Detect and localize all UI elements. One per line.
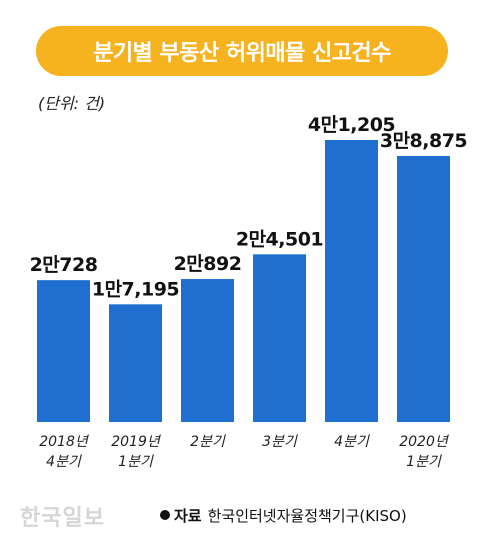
bar-3 xyxy=(253,254,306,422)
source-key: 자료 xyxy=(174,507,202,525)
data-label-5: 3만8,875 xyxy=(380,130,467,152)
bullet-icon xyxy=(160,510,170,520)
chart-title: 분기별 부동산 허위매물 신고건수 xyxy=(36,26,448,76)
category-label-5-1: 1분기 xyxy=(406,454,442,470)
data-label-2: 2만892 xyxy=(174,253,242,275)
newspaper-watermark: 한국일보 xyxy=(20,506,105,531)
source-text: 한국인터넷자율정책기구(KISO) xyxy=(207,507,407,525)
bar-4 xyxy=(325,140,378,422)
data-label-0: 2만728 xyxy=(30,254,98,276)
bar-2 xyxy=(181,279,234,422)
category-label-1-0: 2019년 xyxy=(111,434,161,450)
category-label-2-0: 2분기 xyxy=(190,434,226,450)
category-label-0-0: 2018년 xyxy=(39,434,89,450)
category-label-5-0: 2020년 xyxy=(399,434,449,450)
source-note: 자료 한국인터넷자율정책기구(KISO) xyxy=(160,505,407,526)
data-label-1: 1만7,195 xyxy=(92,278,179,300)
bar-1 xyxy=(109,304,162,422)
unit-note: (단위: 건) xyxy=(38,94,106,113)
category-label-0-1: 4분기 xyxy=(46,454,82,470)
data-label-3: 2만4,501 xyxy=(236,228,323,250)
bar-0 xyxy=(37,280,90,422)
bar-5 xyxy=(397,155,450,423)
data-label-4: 4만1,205 xyxy=(308,114,395,136)
bar-chart: 2만728 2018년 4분기 1만7,195 2019년 1분기 2만892 2분기 2만4,… xyxy=(30,114,468,470)
category-label-4-0: 4분기 xyxy=(334,434,370,450)
category-label-1-1: 1분기 xyxy=(118,454,154,470)
category-label-3-0: 3분기 xyxy=(262,434,298,450)
